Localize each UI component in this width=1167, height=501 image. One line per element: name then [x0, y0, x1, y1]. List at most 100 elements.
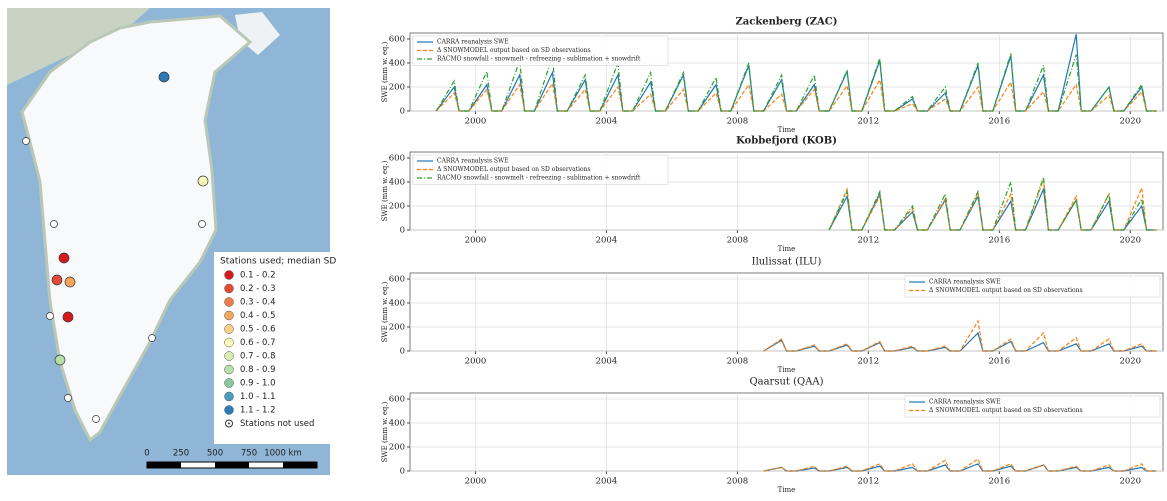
map-legend-title: Stations used; median SD: [220, 257, 336, 267]
x-tick-label: 2004: [596, 357, 618, 367]
station: [59, 253, 69, 263]
y-tick-label: 600: [389, 35, 405, 45]
y-tick-label: 0: [400, 226, 405, 236]
station: [65, 277, 75, 287]
station: [51, 221, 58, 228]
x-tick-label: 2008: [727, 477, 749, 487]
legend-swatch: [225, 298, 234, 307]
station: [159, 72, 169, 82]
legend-swatch: [225, 271, 234, 280]
legend-label: 0.8 - 0.9: [240, 365, 276, 375]
legend-label: 0.3 - 0.4: [240, 298, 276, 308]
y-tick-label: 0: [400, 347, 405, 357]
legend-swatch: [228, 423, 230, 425]
map: [7, 8, 330, 475]
legend-label: CARRA reanalysis SWE: [437, 158, 509, 165]
legend-swatch: [225, 365, 234, 374]
legend-label: CARRA reanalysis SWE: [437, 39, 509, 46]
scale-label: 250: [173, 449, 189, 459]
x-tick-label: 2000: [465, 357, 487, 367]
station: [65, 395, 72, 402]
legend-swatch: [225, 338, 234, 347]
scale-bar-seg: [215, 462, 249, 468]
scale-label: 750: [241, 449, 257, 459]
x-axis-label: Time: [778, 245, 796, 253]
x-tick-label: 2012: [858, 117, 880, 127]
scale-label: 1000 km: [264, 449, 302, 459]
y-tick-label: 0: [400, 467, 405, 477]
y-tick-label: 0: [400, 107, 405, 117]
scale-bar-seg: [283, 462, 317, 468]
x-tick-label: 2000: [465, 117, 487, 127]
y-tick-label: 200: [389, 323, 405, 333]
y-tick-label: 200: [389, 443, 405, 453]
legend-label: Δ SNOWMODEL output based on SD observati…: [437, 47, 591, 54]
station: [47, 313, 54, 320]
legend-swatch: [225, 325, 234, 334]
x-tick-label: 2020: [1119, 477, 1141, 487]
station: [93, 416, 100, 423]
y-tick-label: 200: [389, 83, 405, 93]
y-axis-label: SWE (mm w. eq.): [381, 160, 389, 221]
chart-title: Kobbefjord (KOB): [736, 136, 837, 147]
y-tick-label: 400: [389, 299, 405, 309]
chart-title: Qaarsut (QAA): [749, 377, 823, 388]
figure: Stations used; median SD 0.1 - 0.2 0.2 - 0…: [0, 0, 1167, 497]
x-tick-label: 2016: [988, 236, 1010, 246]
x-tick-label: 2020: [1119, 236, 1141, 246]
station: [149, 335, 156, 342]
station: [55, 355, 65, 365]
legend-label: RACMO snowfall - snowmelt - refreezing -…: [437, 175, 641, 182]
x-tick-label: 2020: [1119, 117, 1141, 127]
x-axis-label: Time: [778, 126, 796, 134]
x-tick-label: 2008: [727, 236, 749, 246]
legend-label: 1.1 - 1.2: [240, 406, 276, 416]
legend-label: 1.0 - 1.1: [240, 392, 276, 402]
x-tick-label: 2000: [465, 236, 487, 246]
station: [23, 138, 30, 145]
legend-label: 0.5 - 0.6: [240, 325, 276, 335]
y-axis-label: SWE (mm w. eq.): [381, 401, 389, 462]
x-tick-label: 2012: [858, 477, 880, 487]
legend-label: RACMO snowfall - snowmelt - refreezing -…: [437, 56, 641, 63]
x-axis-label: Time: [778, 486, 796, 494]
legend-label: CARRA reanalysis SWE: [929, 399, 1001, 406]
legend-swatch: [225, 311, 234, 320]
x-tick-label: 2004: [596, 117, 618, 127]
station: [52, 275, 62, 285]
x-tick-label: 2012: [858, 236, 880, 246]
legend-label: Δ SNOWMODEL output based on SD observati…: [929, 407, 1083, 414]
x-tick-label: 2016: [988, 357, 1010, 367]
x-tick-label: 2004: [596, 236, 618, 246]
legend-label: Δ SNOWMODEL output based on SD observati…: [437, 166, 591, 173]
legend-swatch: [225, 352, 234, 361]
y-tick-label: 200: [389, 202, 405, 212]
y-tick-label: 400: [389, 419, 405, 429]
x-tick-label: 2008: [727, 117, 749, 127]
x-tick-label: 2016: [988, 477, 1010, 487]
legend-swatch: [225, 284, 234, 293]
y-tick-label: 600: [389, 275, 405, 285]
legend-label: 0.1 - 0.2: [240, 271, 276, 281]
station: [198, 176, 208, 186]
x-tick-label: 2008: [727, 357, 749, 367]
legend-label: Δ SNOWMODEL output based on SD observati…: [929, 287, 1083, 294]
scale-label: 0: [144, 449, 149, 459]
chart-title: Zackenberg (ZAC): [735, 17, 837, 28]
y-tick-label: 400: [389, 178, 405, 188]
legend-label: 0.9 - 1.0: [240, 379, 276, 389]
legend-label: CARRA reanalysis SWE: [929, 279, 1001, 286]
chart-title: Ilulissat (ILU): [752, 257, 822, 268]
x-tick-label: 2004: [596, 477, 618, 487]
x-tick-label: 2016: [988, 117, 1010, 127]
y-tick-label: 400: [389, 59, 405, 69]
y-tick-label: 600: [389, 154, 405, 164]
y-tick-label: 600: [389, 395, 405, 405]
scale-label: 500: [207, 449, 223, 459]
y-axis-label: SWE (mm w. eq.): [381, 281, 389, 342]
legend-swatch: [225, 392, 234, 401]
x-tick-label: 2012: [858, 357, 880, 367]
legend-label: 0.2 - 0.3: [240, 284, 276, 294]
station: [63, 312, 73, 322]
x-axis-label: Time: [778, 366, 796, 374]
